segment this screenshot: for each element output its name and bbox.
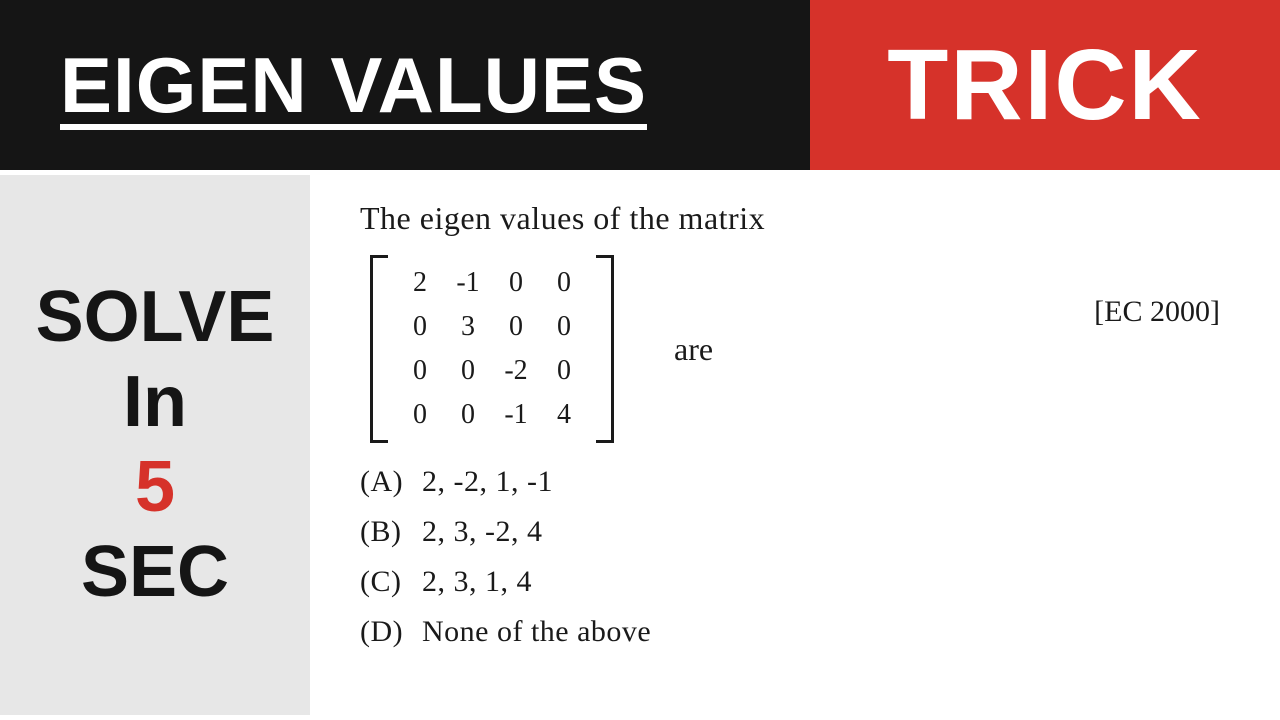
option-d: (D) None of the above	[360, 615, 1250, 649]
sidebar: SOLVE In 5 SEC	[0, 175, 310, 715]
matrix-cell: 0	[540, 261, 588, 305]
question-text: The eigen values of the matrix	[360, 200, 1250, 237]
option-text: 2, 3, 1, 4	[422, 565, 532, 598]
matrix-grid: 2 -1 0 0 0 3 0 0 0 0 -2 0 0 0 -1 4	[388, 255, 596, 443]
bracket-right	[596, 255, 614, 443]
option-text: None of the above	[422, 615, 651, 648]
sidebar-line-4: SEC	[81, 533, 229, 612]
option-label: (A)	[360, 465, 414, 499]
option-b: (B) 2, 3, -2, 4	[360, 515, 1250, 549]
sidebar-line-2: In	[123, 363, 187, 442]
options-list: (A) 2, -2, 1, -1 (B) 2, 3, -2, 4 (C) 2, …	[360, 465, 1250, 649]
matrix-cell: 0	[444, 393, 492, 437]
header-left-panel: EIGEN VALUES	[0, 0, 810, 170]
option-label: (C)	[360, 565, 414, 599]
matrix-cell: 0	[396, 349, 444, 393]
matrix-cell: 0	[540, 349, 588, 393]
option-text: 2, 3, -2, 4	[422, 515, 543, 548]
option-text: 2, -2, 1, -1	[422, 465, 553, 498]
trick-label: TRICK	[887, 28, 1203, 143]
header-right-panel: TRICK	[810, 0, 1280, 170]
are-text: are	[644, 331, 713, 368]
option-label: (D)	[360, 615, 414, 649]
matrix-cell: 2	[396, 261, 444, 305]
content-area: The eigen values of the matrix 2 -1 0 0 …	[310, 175, 1280, 715]
matrix-cell: 4	[540, 393, 588, 437]
page-title: EIGEN VALUES	[60, 40, 647, 131]
matrix-row: 2 -1 0 0 0 3 0 0 0 0 -2 0 0 0 -1 4	[360, 255, 1250, 443]
option-a: (A) 2, -2, 1, -1	[360, 465, 1250, 499]
main: SOLVE In 5 SEC The eigen values of the m…	[0, 170, 1280, 715]
matrix-cell: 0	[540, 305, 588, 349]
matrix-cell: 0	[492, 261, 540, 305]
matrix-cell: 0	[396, 393, 444, 437]
matrix-cell: 0	[492, 305, 540, 349]
matrix-cell: 3	[444, 305, 492, 349]
matrix-cell: -1	[444, 261, 492, 305]
matrix-cell: -1	[492, 393, 540, 437]
matrix-cell: -2	[492, 349, 540, 393]
sidebar-line-1: SOLVE	[36, 278, 275, 357]
matrix-cell: 0	[444, 349, 492, 393]
bracket-left	[370, 255, 388, 443]
option-label: (B)	[360, 515, 414, 549]
sidebar-line-3: 5	[135, 448, 175, 527]
exam-tag: [EC 2000]	[1094, 295, 1220, 329]
option-c: (C) 2, 3, 1, 4	[360, 565, 1250, 599]
matrix: 2 -1 0 0 0 3 0 0 0 0 -2 0 0 0 -1 4	[360, 255, 614, 443]
matrix-cell: 0	[396, 305, 444, 349]
header: EIGEN VALUES TRICK	[0, 0, 1280, 170]
